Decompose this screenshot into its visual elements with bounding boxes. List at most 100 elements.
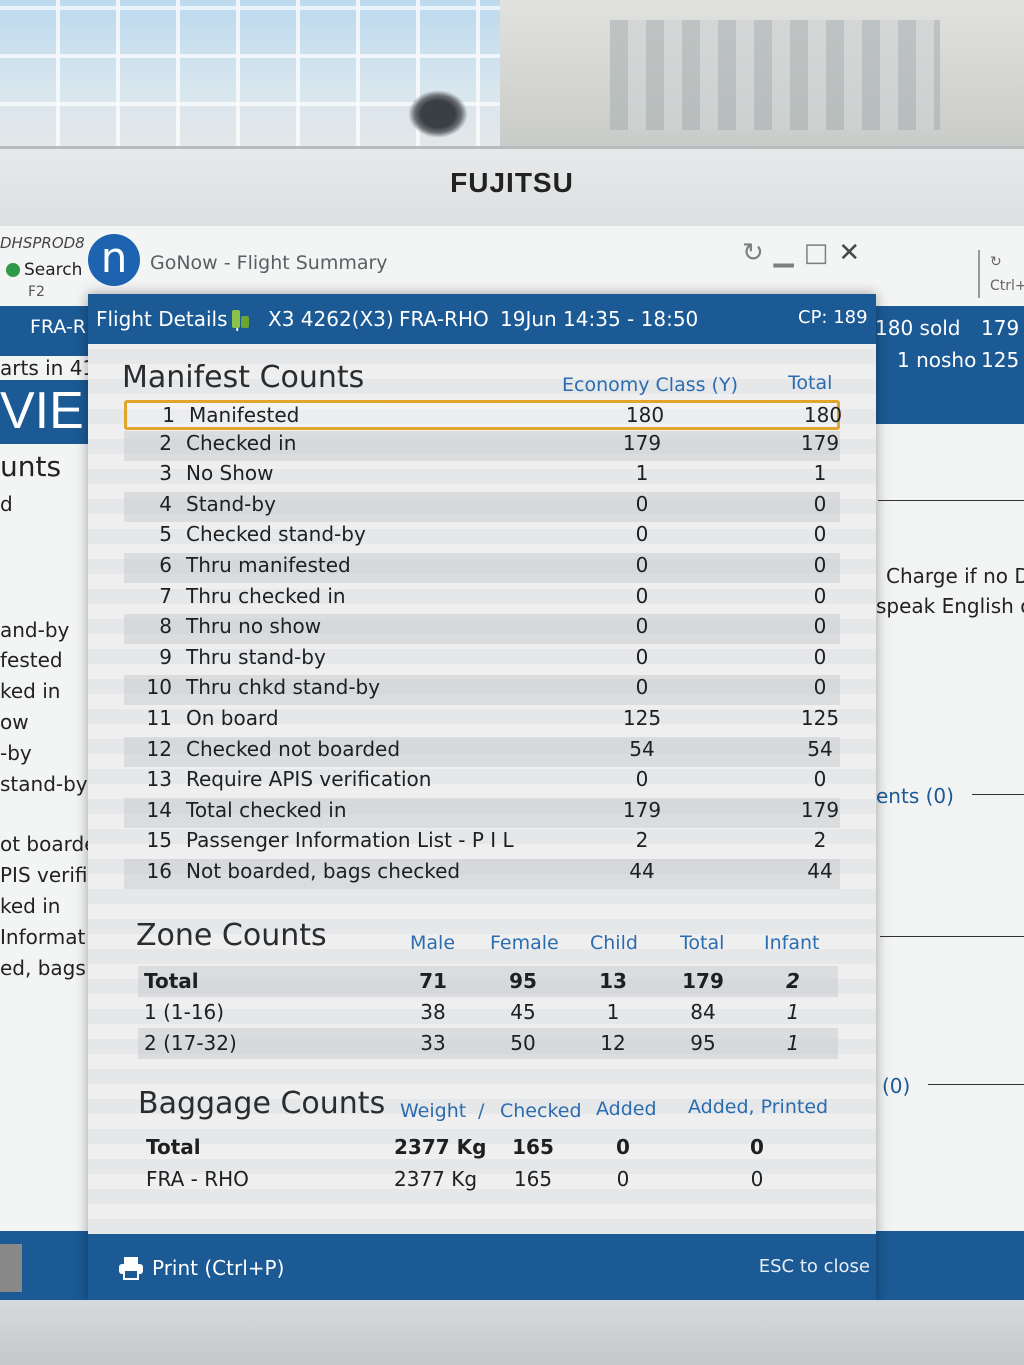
- manifest-row-economy: 0: [635, 583, 649, 608]
- bg-bottom-tab[interactable]: [0, 1244, 22, 1292]
- baggage-cell-added: 0: [616, 1167, 630, 1191]
- zone-cell-total: 84: [690, 1000, 716, 1024]
- zone-cell-female: 50: [510, 1031, 536, 1055]
- bg-left-line: Informat: [0, 925, 86, 949]
- manifest-col-economy: Economy Class (Y): [562, 374, 738, 396]
- manifest-row-total: 44: [807, 859, 833, 883]
- zone-row: Total 71 95 13 179 2: [138, 966, 838, 997]
- manifest-row-total: 0: [813, 644, 827, 669]
- manifest-row-number: 2: [159, 430, 172, 455]
- manifest-row-economy: 54: [629, 736, 655, 761]
- maximize-icon[interactable]: □: [803, 238, 829, 268]
- minimize-icon[interactable]: ▁: [773, 238, 794, 268]
- manifest-row[interactable]: 11 On board 125 125: [124, 706, 840, 736]
- zone-cell-male: 38: [420, 1000, 446, 1024]
- flight-details-dialog: Flight Details | X3 4262(X3) FRA-RHO 19J…: [88, 294, 876, 1304]
- divider: [972, 794, 1024, 795]
- manifest-row[interactable]: 13 Require APIS verification 0 0: [124, 767, 840, 797]
- manifest-row-label: Passenger Information List - P I L: [186, 828, 514, 853]
- manifest-row-total: 0: [813, 767, 827, 792]
- close-icon[interactable]: ✕: [838, 238, 861, 268]
- manifest-row[interactable]: 5 Checked stand-by 0 0: [124, 522, 840, 552]
- manifest-row-label: Manifested: [189, 403, 300, 427]
- bg-left-line: ot boarde: [0, 832, 97, 856]
- manifest-row-total: 0: [813, 675, 827, 700]
- manifest-row-label: Checked stand-by: [186, 522, 366, 547]
- manifest-row-number: 15: [146, 828, 172, 853]
- manifest-row-economy: 0: [635, 767, 649, 792]
- print-button[interactable]: Print (Ctrl+P): [118, 1256, 284, 1280]
- zone-cell-child: 12: [600, 1031, 626, 1055]
- manifest-row-economy: 0: [635, 553, 649, 577]
- zone-col-child: Child: [590, 932, 638, 954]
- bg-left-panel: arts in 41 VIE unts d and-by fested ked …: [0, 356, 103, 1300]
- baggage-col-added: Added: [596, 1098, 657, 1120]
- bg-right-ents-link[interactable]: ents (0): [876, 784, 954, 808]
- dialog-header-label: Flight Details |: [96, 307, 241, 331]
- manifest-row-economy: 0: [635, 491, 649, 516]
- manifest-row[interactable]: 8 Thru no show 0 0: [124, 614, 840, 645]
- bg-left-line: stand-by: [0, 772, 88, 796]
- manifest-row-label: Thru manifested: [186, 553, 351, 577]
- bg-right-summary: 180 sold 179 1 nosho 125: [875, 306, 1024, 424]
- divider: [928, 1084, 1024, 1085]
- bg-shortcut-label: F2: [28, 284, 45, 300]
- baggage-col-added-printed: Added, Printed: [688, 1096, 829, 1118]
- bg-right-charge-1: Charge if no D: [886, 564, 1024, 588]
- manifest-row-total: 179: [800, 430, 840, 455]
- manifest-row-label: Total checked in: [186, 797, 347, 822]
- baggage-cell-added: 0: [616, 1135, 630, 1159]
- manifest-row[interactable]: 6 Thru manifested 0 0: [124, 553, 840, 583]
- manifest-row-number: 10: [146, 675, 172, 700]
- refresh-icon[interactable]: ↻: [742, 238, 764, 268]
- manifest-row-total: 125: [800, 706, 840, 730]
- app-titlebar: DHSPROD8 Search F2 n GoNow - Flight Summ…: [0, 226, 1024, 306]
- print-button-label: Print (Ctrl+P): [152, 1256, 285, 1280]
- manifest-counts-title: Manifest Counts: [122, 360, 365, 395]
- manifest-row[interactable]: 12 Checked not boarded 54 54: [124, 736, 840, 767]
- manifest-row[interactable]: 15 Passenger Information List - P I L 2 2: [124, 828, 840, 858]
- manifest-row[interactable]: 4 Stand-by 0 0: [124, 491, 840, 522]
- status-dot-icon: [6, 263, 20, 277]
- zone-row: 2 (17-32) 33 50 12 95 1: [138, 1028, 838, 1059]
- baggage-col-checked: Checked: [500, 1100, 582, 1122]
- bg-right-zero-link[interactable]: (0): [882, 1074, 911, 1098]
- zone-col-infant: Infant: [764, 932, 820, 954]
- bg-left-route: FRA-R: [30, 316, 86, 338]
- zone-col-total: Total: [680, 932, 725, 954]
- app-title: GoNow - Flight Summary: [150, 252, 388, 274]
- manifest-row[interactable]: 2 Checked in 179 179: [124, 430, 840, 461]
- zone-cell-child: 13: [599, 969, 627, 993]
- bg-search-link[interactable]: Search: [6, 260, 82, 280]
- manifest-row[interactable]: 3 No Show 1 1: [124, 461, 840, 491]
- bg-left-line: -by: [0, 741, 32, 765]
- manifest-row-number: 11: [146, 706, 172, 730]
- manifest-row-number: 12: [146, 736, 172, 761]
- zone-col-female: Female: [490, 932, 559, 954]
- bg-left-line: ked in: [0, 894, 61, 918]
- manifest-row-total: 0: [813, 522, 827, 547]
- manifest-row[interactable]: 9 Thru stand-by 0 0: [124, 645, 840, 675]
- monitor-bezel: FUJITSU: [0, 146, 1024, 230]
- manifest-row[interactable]: 1 Manifested 180 180: [124, 400, 842, 430]
- manifest-row-economy: 44: [629, 859, 655, 883]
- zone-cell-infant: 2: [786, 969, 800, 993]
- bg-left-line: and-by: [0, 618, 70, 642]
- manifest-row-number: 6: [159, 553, 172, 577]
- manifest-row[interactable]: 16 Not boarded, bags checked 44 44: [124, 859, 840, 889]
- manifest-row[interactable]: 14 Total checked in 179 179: [124, 797, 840, 828]
- manifest-row-number: 9: [159, 644, 172, 669]
- manifest-row-economy: 179: [622, 797, 662, 822]
- manifest-row-label: Thru stand-by: [186, 644, 326, 669]
- baggage-cell-checked: 165: [513, 1167, 553, 1191]
- manifest-row-label: Thru chkd stand-by: [186, 675, 381, 700]
- manifest-row[interactable]: 7 Thru checked in 0 0: [124, 584, 840, 614]
- manifest-row-label: Checked not boarded: [186, 736, 401, 761]
- zone-col-male: Male: [410, 932, 456, 954]
- app-logo-icon: n: [88, 234, 140, 286]
- bg-user-label: DHSPROD8: [0, 234, 85, 252]
- bg-right-shortcut[interactable]: ↻ Ctrl+: [978, 250, 1024, 298]
- manifest-row[interactable]: 10 Thru chkd stand-by 0 0: [124, 675, 840, 706]
- manifest-row-number: 16: [146, 859, 172, 883]
- divider: [878, 500, 1024, 501]
